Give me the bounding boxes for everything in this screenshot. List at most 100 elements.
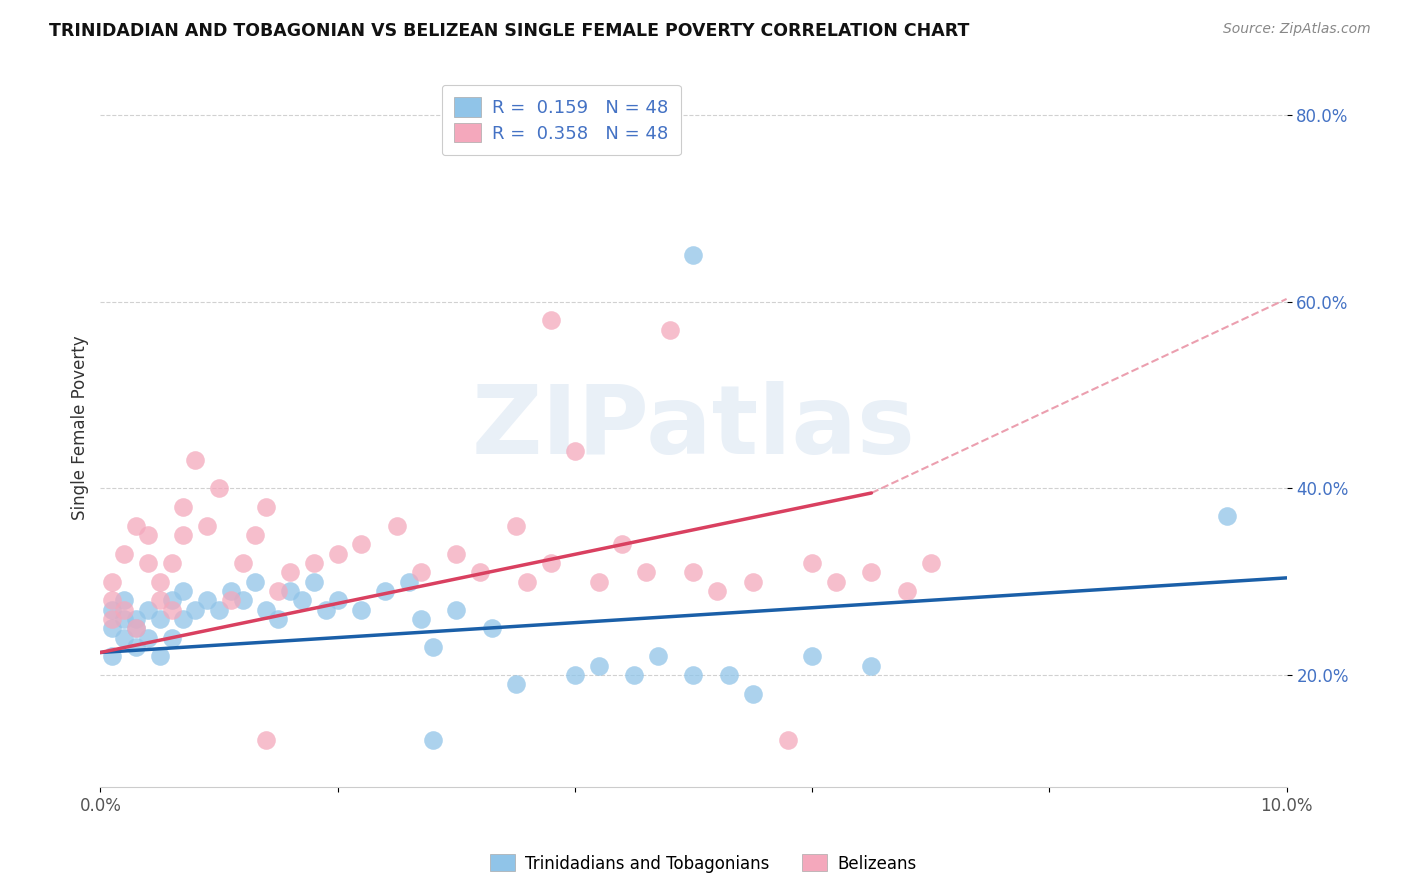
- Point: [444, 602, 467, 616]
- Point: [612, 537, 634, 551]
- Point: [634, 566, 657, 580]
- Point: [564, 668, 586, 682]
- Point: [741, 687, 763, 701]
- Point: [232, 593, 254, 607]
- Point: [254, 602, 277, 616]
- Point: [564, 444, 586, 458]
- Point: [516, 574, 538, 589]
- Point: [398, 574, 420, 589]
- Point: [326, 593, 349, 607]
- Point: [778, 733, 800, 747]
- Point: [623, 668, 645, 682]
- Point: [267, 612, 290, 626]
- Point: [208, 602, 231, 616]
- Point: [468, 566, 491, 580]
- Text: TRINIDADIAN AND TOBAGONIAN VS BELIZEAN SINGLE FEMALE POVERTY CORRELATION CHART: TRINIDADIAN AND TOBAGONIAN VS BELIZEAN S…: [49, 22, 970, 40]
- Point: [125, 621, 148, 635]
- Text: ZIPatlas: ZIPatlas: [471, 381, 915, 475]
- Point: [801, 649, 824, 664]
- Point: [291, 593, 314, 607]
- Point: [208, 481, 231, 495]
- Point: [149, 612, 172, 626]
- Point: [136, 631, 159, 645]
- Point: [302, 574, 325, 589]
- Point: [860, 566, 883, 580]
- Point: [278, 583, 301, 598]
- Point: [112, 547, 135, 561]
- Point: [315, 602, 337, 616]
- Point: [824, 574, 846, 589]
- Point: [243, 528, 266, 542]
- Point: [136, 556, 159, 570]
- Point: [444, 547, 467, 561]
- Y-axis label: Single Female Poverty: Single Female Poverty: [72, 335, 89, 520]
- Text: Source: ZipAtlas.com: Source: ZipAtlas.com: [1223, 22, 1371, 37]
- Point: [741, 574, 763, 589]
- Point: [125, 621, 148, 635]
- Point: [195, 593, 218, 607]
- Point: [184, 453, 207, 467]
- Point: [706, 583, 728, 598]
- Point: [160, 602, 183, 616]
- Point: [112, 612, 135, 626]
- Point: [385, 518, 408, 533]
- Point: [267, 583, 290, 598]
- Point: [101, 621, 124, 635]
- Point: [326, 547, 349, 561]
- Point: [136, 528, 159, 542]
- Point: [160, 631, 183, 645]
- Point: [302, 556, 325, 570]
- Point: [101, 649, 124, 664]
- Legend: R =  0.159   N = 48, R =  0.358   N = 48: R = 0.159 N = 48, R = 0.358 N = 48: [441, 85, 681, 155]
- Point: [112, 631, 135, 645]
- Point: [101, 593, 124, 607]
- Point: [350, 602, 373, 616]
- Point: [149, 574, 172, 589]
- Point: [149, 649, 172, 664]
- Point: [682, 668, 704, 682]
- Point: [172, 583, 194, 598]
- Point: [219, 583, 242, 598]
- Point: [505, 518, 527, 533]
- Point: [801, 556, 824, 570]
- Point: [254, 733, 277, 747]
- Point: [112, 602, 135, 616]
- Point: [682, 566, 704, 580]
- Point: [588, 574, 610, 589]
- Point: [647, 649, 669, 664]
- Point: [125, 518, 148, 533]
- Legend: Trinidadians and Tobagonians, Belizeans: Trinidadians and Tobagonians, Belizeans: [482, 847, 924, 880]
- Point: [920, 556, 942, 570]
- Point: [481, 621, 503, 635]
- Point: [172, 528, 194, 542]
- Point: [1216, 509, 1239, 524]
- Point: [112, 593, 135, 607]
- Point: [658, 323, 681, 337]
- Point: [540, 313, 562, 327]
- Point: [172, 500, 194, 514]
- Point: [160, 593, 183, 607]
- Point: [505, 677, 527, 691]
- Point: [718, 668, 741, 682]
- Point: [172, 612, 194, 626]
- Point: [125, 640, 148, 654]
- Point: [101, 612, 124, 626]
- Point: [422, 733, 444, 747]
- Point: [136, 602, 159, 616]
- Point: [149, 593, 172, 607]
- Point: [232, 556, 254, 570]
- Point: [588, 658, 610, 673]
- Point: [374, 583, 396, 598]
- Point: [422, 640, 444, 654]
- Point: [350, 537, 373, 551]
- Point: [184, 602, 207, 616]
- Point: [409, 566, 432, 580]
- Point: [682, 248, 704, 262]
- Point: [125, 612, 148, 626]
- Point: [254, 500, 277, 514]
- Point: [409, 612, 432, 626]
- Point: [540, 556, 562, 570]
- Point: [896, 583, 918, 598]
- Point: [860, 658, 883, 673]
- Point: [195, 518, 218, 533]
